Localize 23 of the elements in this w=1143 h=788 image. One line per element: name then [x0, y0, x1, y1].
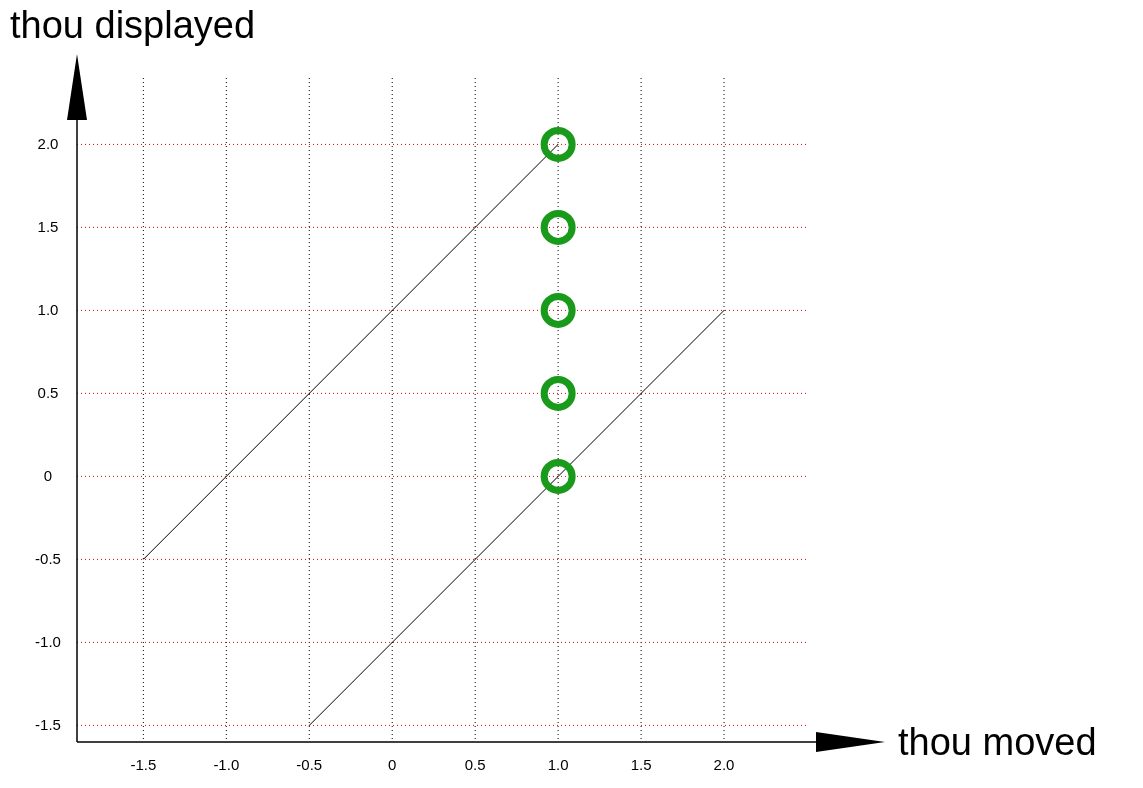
x-axis-title: thou moved [898, 721, 1097, 763]
y-tick-label: -1.5 [35, 716, 61, 734]
x-tick-label: 0 [388, 756, 397, 773]
y-tick-label: 2.0 [37, 135, 59, 153]
y-tick-label: -0.5 [35, 550, 61, 568]
x-tick-label: 2.0 [713, 756, 735, 773]
y-tick-label: 0 [43, 467, 53, 485]
x-tick-label: -0.5 [296, 756, 323, 773]
y-tick-label: 1.5 [37, 218, 59, 236]
y-tick-label: 1.0 [37, 301, 59, 319]
x-tick-label: 0.5 [464, 756, 486, 773]
y-tick-label: -1.0 [35, 633, 61, 651]
point [540, 209, 576, 245]
y-tick-label: 0.5 [37, 384, 59, 402]
x-tick-label: 1.5 [630, 756, 652, 773]
point [540, 375, 576, 411]
point [540, 126, 576, 162]
y-axis-title: thou displayed [10, 4, 256, 46]
x-tick-label: 1.0 [547, 756, 569, 773]
point [540, 292, 576, 328]
x-tick-label: -1.5 [130, 756, 157, 773]
point [540, 458, 576, 494]
x-tick-label: -1.0 [213, 756, 240, 773]
